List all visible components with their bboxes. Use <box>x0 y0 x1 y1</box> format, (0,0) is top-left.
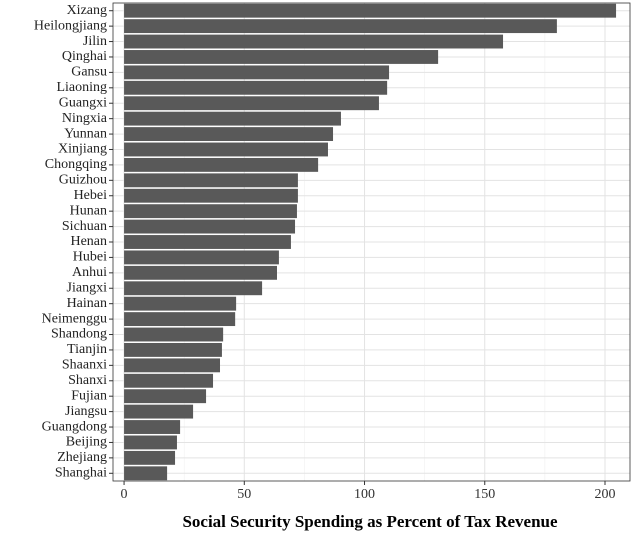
bar <box>124 250 279 265</box>
y-tick-label: Ningxia <box>62 111 108 126</box>
y-tick-label: Guangxi <box>59 95 107 110</box>
y-tick-label: Guizhou <box>59 173 107 188</box>
y-tick-label: Anhui <box>72 265 107 280</box>
bar <box>124 296 237 311</box>
y-tick-label: Beijing <box>66 435 107 450</box>
y-tick-label: Shaanxi <box>62 358 107 373</box>
x-axis-label: Social Security Spending as Percent of T… <box>182 512 558 531</box>
y-tick-label: Fujian <box>71 388 107 403</box>
bar <box>124 19 557 34</box>
bar <box>124 50 439 64</box>
bar <box>124 420 181 434</box>
y-tick-label: Hainan <box>67 296 107 311</box>
bar <box>124 265 277 280</box>
bar <box>124 127 334 142</box>
bar <box>124 358 221 373</box>
panel-border <box>112 2 631 482</box>
bar <box>124 327 224 342</box>
bar <box>124 65 390 80</box>
x-tick-label: 50 <box>237 487 251 502</box>
bar <box>124 3 617 18</box>
bar <box>124 389 207 404</box>
bar <box>124 204 297 219</box>
bar <box>124 142 328 157</box>
y-tick-label: Shandong <box>51 327 107 342</box>
y-tick-label: Heilongjiang <box>34 18 107 33</box>
y-tick-label: Shanghai <box>55 466 107 481</box>
bar <box>124 342 222 357</box>
x-tick-label: 150 <box>474 487 495 502</box>
y-tick-label: Hebei <box>74 188 108 203</box>
bar <box>124 281 263 296</box>
bar <box>124 96 379 111</box>
y-tick-label: Jiangxi <box>67 280 108 295</box>
y-tick-label: Zhejiang <box>57 450 107 465</box>
bar <box>124 188 298 203</box>
x-tick-label: 0 <box>121 487 128 502</box>
y-tick-label: Qinghai <box>62 49 107 64</box>
y-tick-label: Henan <box>70 234 107 249</box>
bar <box>124 450 176 465</box>
x-tick-label: 100 <box>354 487 375 502</box>
y-tick-label: Xinjiang <box>58 142 107 157</box>
y-tick-label: Shanxi <box>68 373 107 388</box>
y-tick-label: Yunnan <box>64 126 107 141</box>
y-tick-label: Neimenggu <box>42 311 107 326</box>
y-tick-label: Hubei <box>73 250 107 265</box>
y-tick-label: Tianjin <box>67 342 107 357</box>
bar <box>124 404 194 419</box>
bar <box>124 157 319 172</box>
bar <box>124 235 291 249</box>
bar <box>124 111 341 126</box>
bar <box>124 312 236 327</box>
y-tick-label: Guangdong <box>42 419 107 434</box>
y-tick-label: Chongqing <box>45 157 107 172</box>
y-tick-label: Jiangsu <box>65 404 107 419</box>
y-tick-label: Sichuan <box>62 219 107 234</box>
bar <box>124 34 504 49</box>
y-tick-label: Xizang <box>67 3 107 18</box>
bar <box>124 173 298 188</box>
bar <box>124 80 388 95</box>
bar <box>124 373 214 388</box>
y-tick-label: Hunan <box>70 203 107 218</box>
y-tick-label: Jilin <box>83 34 107 49</box>
bar <box>124 219 296 234</box>
y-tick-label: Liaoning <box>56 80 107 95</box>
bar <box>124 466 168 481</box>
y-tick-label: Gansu <box>71 65 107 80</box>
bar <box>124 435 177 450</box>
x-tick-label: 200 <box>594 487 615 502</box>
